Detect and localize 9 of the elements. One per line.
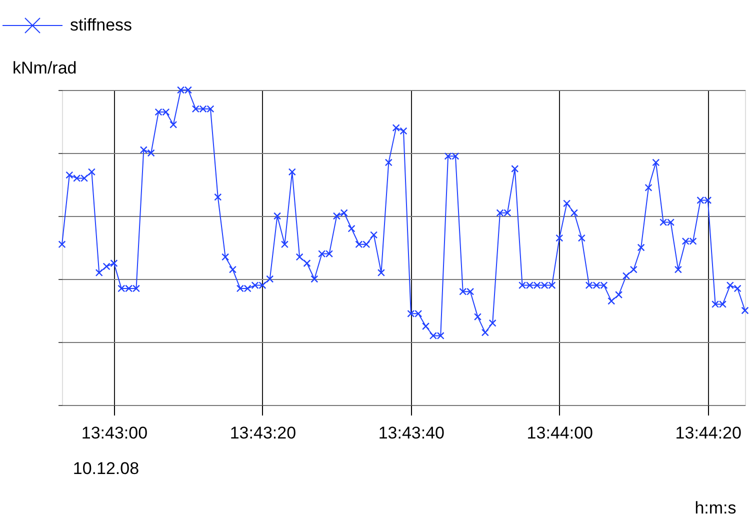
x-tick-label: 13:43:00 xyxy=(81,424,148,442)
x-axis-title: h:m:s xyxy=(694,498,736,518)
x-tick-label: 13:43:40 xyxy=(378,424,445,442)
x-tick-label: 13:43:20 xyxy=(230,424,296,442)
y-axis-title: kNm/rad xyxy=(12,58,77,78)
x-tick-label: 13:44:00 xyxy=(526,424,593,442)
text: 10.12.08 xyxy=(72,459,140,478)
x-tick-label: 13:44:20 xyxy=(675,424,742,442)
legend-label: stiffness xyxy=(70,16,132,34)
